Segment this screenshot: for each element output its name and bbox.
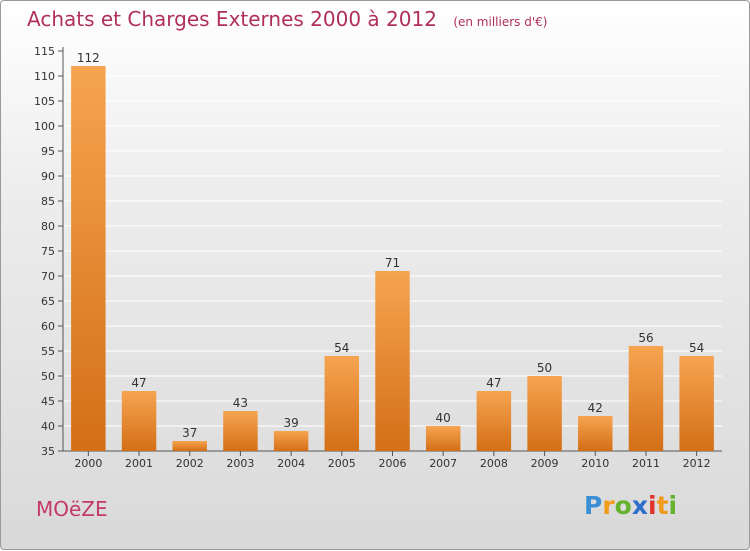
chart-unit-label: (en milliers d'€) <box>453 15 548 29</box>
y-tick-label: 105 <box>34 95 55 108</box>
logo-letter: t <box>656 491 669 520</box>
bar-2006 <box>375 271 410 451</box>
logo-letter: r <box>602 491 615 520</box>
bar-2009 <box>527 376 562 451</box>
bar-value-label: 42 <box>588 401 603 415</box>
y-tick-label: 60 <box>41 320 55 333</box>
bar-2008 <box>476 391 512 451</box>
bar-2000 <box>71 66 106 451</box>
y-tick-label: 100 <box>34 120 55 133</box>
y-tick-label: 110 <box>34 70 55 83</box>
bar-2010 <box>578 416 613 451</box>
y-tick-label: 50 <box>41 370 55 383</box>
x-tick-label: 2008 <box>480 457 508 470</box>
x-tick-label: 2004 <box>277 457 305 470</box>
bar-2012 <box>679 356 714 451</box>
bar-2001 <box>121 391 157 451</box>
bar-value-label: 112 <box>77 51 100 65</box>
bar-value-label: 50 <box>537 361 552 375</box>
y-tick-label: 115 <box>34 45 55 58</box>
x-tick-label: 2011 <box>632 457 660 470</box>
x-tick-label: 2001 <box>125 457 153 470</box>
x-tick-label: 2000 <box>74 457 102 470</box>
bar-2007 <box>425 426 461 451</box>
labels: 35 40 45 50 55 60 65 70 75 80 85 90 95 100 105 110 115 11… <box>34 45 711 470</box>
bar-value-label: 37 <box>182 426 197 440</box>
bar-value-label: 54 <box>334 341 349 355</box>
x-tick-label: 2012 <box>683 457 711 470</box>
bar-2011 <box>628 346 664 451</box>
bar-2002 <box>172 441 207 451</box>
y-tick-label: 35 <box>41 445 55 458</box>
y-tick-label: 65 <box>41 295 55 308</box>
x-tick-label: 2010 <box>581 457 609 470</box>
logo-letter: i <box>668 491 678 520</box>
chart-title-text: Achats et Charges Externes 2000 à 2012 <box>27 7 437 31</box>
y-tick-label: 70 <box>41 270 55 283</box>
bar-value-label: 47 <box>486 376 501 390</box>
logo-letter: x <box>631 491 648 520</box>
y-tick-label: 95 <box>41 145 55 158</box>
bar-2005 <box>324 356 360 451</box>
town-name: MOëZE <box>36 497 108 521</box>
x-tick-label: 2007 <box>429 457 457 470</box>
bar-value-label: 43 <box>233 396 248 410</box>
y-tick-label: 85 <box>41 195 55 208</box>
logo-letter: P <box>584 491 603 520</box>
x-tick-label: 2005 <box>328 457 356 470</box>
y-tick-label: 45 <box>41 395 55 408</box>
bar-value-label: 40 <box>436 411 451 425</box>
bar-2004 <box>273 431 309 451</box>
y-tick-label: 40 <box>41 420 55 433</box>
x-tick-label: 2006 <box>379 457 407 470</box>
logo-letter: i <box>648 491 657 520</box>
chart-title: Achats et Charges Externes 2000 à 2012 (… <box>27 7 547 31</box>
bars <box>71 66 714 451</box>
bar-value-label: 47 <box>131 376 146 390</box>
y-tick-label: 80 <box>41 220 55 233</box>
logo-letter: o <box>614 491 632 520</box>
y-tick-label: 75 <box>41 245 55 258</box>
proxiti-logo[interactable]: Proxiti <box>584 491 677 520</box>
y-tick-label: 55 <box>41 345 55 358</box>
bar-value-label: 56 <box>638 331 653 345</box>
x-tick-label: 2009 <box>531 457 559 470</box>
bar-value-label: 39 <box>283 416 298 430</box>
x-tick-label: 2002 <box>176 457 204 470</box>
bar-2003 <box>223 411 258 451</box>
y-tick-label: 90 <box>41 170 55 183</box>
bar-value-label: 71 <box>385 256 400 270</box>
x-tick-label: 2003 <box>226 457 254 470</box>
bar-value-label: 54 <box>689 341 704 355</box>
